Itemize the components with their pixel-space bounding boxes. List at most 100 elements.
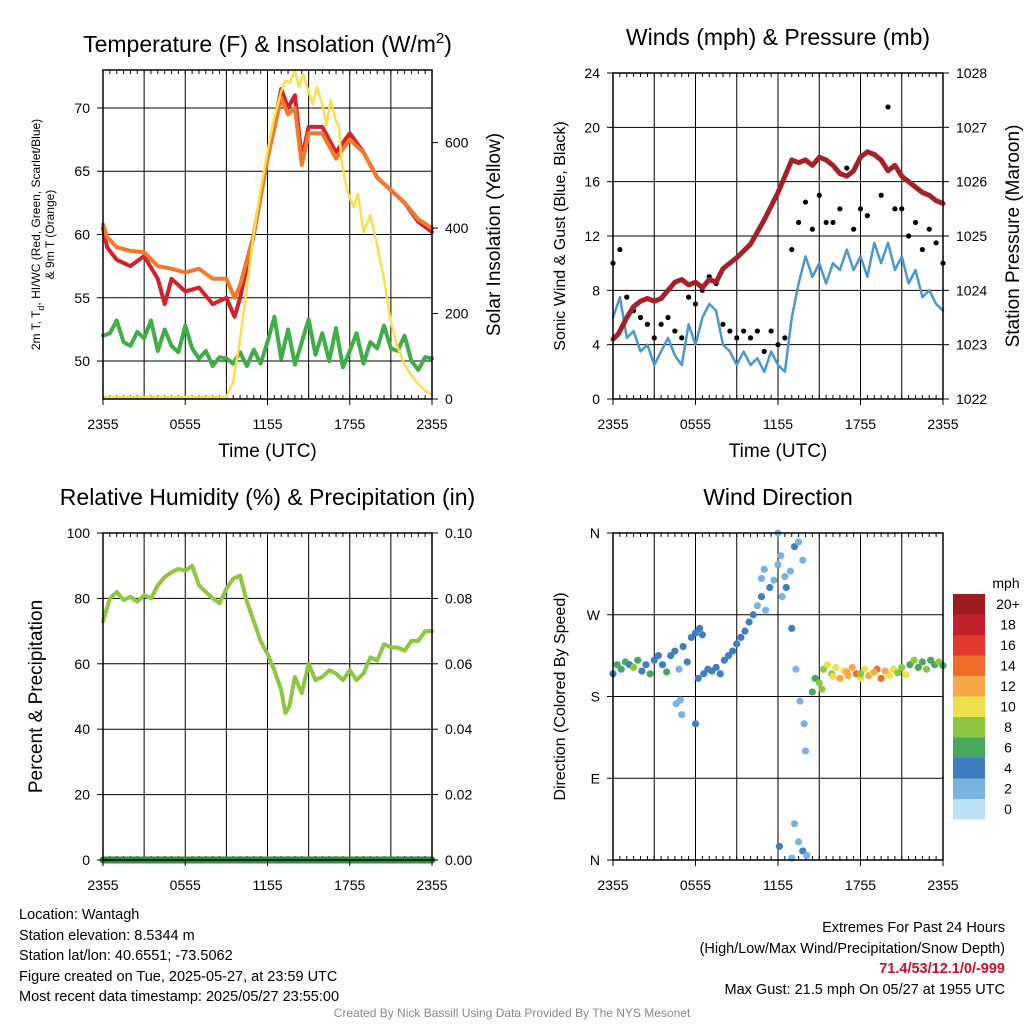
y-tick-label: 50 — [74, 353, 90, 369]
gust-point — [933, 240, 939, 246]
direction-point — [808, 688, 816, 696]
y-tick-label: E — [591, 770, 600, 786]
gust-point — [624, 294, 630, 300]
y-right-tick-label: 1022 — [956, 391, 987, 407]
gust-point — [851, 226, 857, 232]
gust-point — [809, 226, 815, 232]
station-elevation: Station elevation: 8.5344 m — [19, 927, 195, 944]
series-line-station-pressure — [610, 149, 946, 342]
gust-point — [796, 219, 802, 226]
gust-point — [878, 192, 884, 198]
gust-point — [782, 335, 788, 341]
colorbar-swatch — [953, 635, 985, 656]
y-right-tick-label: 1027 — [956, 119, 987, 135]
y-tick-label: 20 — [584, 119, 600, 135]
series-line-sonic-wind — [611, 241, 945, 374]
chart-title: Winds (mph) & Pressure (mb) — [626, 24, 930, 50]
direction-point — [617, 665, 625, 673]
colorbar-label: 4 — [1004, 760, 1012, 776]
y-tick-label: 0 — [82, 852, 90, 868]
y-tick-label: 20 — [74, 787, 90, 803]
direction-point — [815, 679, 823, 687]
direction-point — [760, 565, 768, 573]
y-right-tick-label: 1024 — [956, 282, 987, 298]
gust-point — [692, 301, 699, 307]
y-axis-label: Sonic Wind & Gust (Blue, Black) — [552, 121, 569, 350]
colorbar-swatch — [953, 655, 985, 676]
direction-point — [775, 842, 783, 850]
direction-point — [654, 652, 662, 660]
direction-point — [694, 674, 702, 682]
gust-point — [844, 165, 850, 171]
y-tick-label: N — [590, 525, 600, 541]
direction-point — [733, 640, 741, 648]
rh-chart: 2355 0555 1155 1755 2355 0 20 40 60 80 100 0.00 0.02… — [26, 484, 475, 893]
y-right-tick-label: 0.08 — [445, 590, 472, 606]
direction-point — [799, 556, 807, 564]
x-tick-label: 2355 — [597, 416, 628, 432]
colorbar-label: 10 — [1000, 699, 1016, 715]
series-line-2m-td — [101, 314, 434, 372]
y-right-tick-label: 0.04 — [445, 721, 472, 737]
y-axis-label: 2m T, Td, HI/WC (Red, Green, Scarlet/Blu… — [29, 119, 46, 350]
figure-created: Figure created on Tue, 2025-05-27, at 23… — [19, 968, 338, 985]
gust-point — [919, 246, 925, 253]
direction-point — [800, 720, 808, 728]
colorbar-swatch — [953, 799, 985, 820]
direction-point — [753, 602, 761, 610]
colorbar-swatch — [953, 676, 985, 697]
direction-point — [676, 696, 684, 704]
y-right-axis-label: Station Pressure (Maroon) — [1003, 125, 1024, 348]
direction-point — [749, 611, 757, 619]
gust-point — [816, 192, 822, 198]
gust-point — [617, 246, 623, 253]
colorbar-label: 12 — [1000, 678, 1016, 694]
direction-point — [696, 624, 704, 632]
y-tick-label: 16 — [584, 174, 600, 190]
y-tick-label: 40 — [74, 721, 90, 737]
direction-point — [642, 661, 650, 669]
gust-point — [775, 342, 781, 348]
direction-point — [646, 670, 654, 678]
y-tick-label: 55 — [74, 290, 90, 306]
y-right-tick-label: 200 — [445, 306, 469, 322]
direction-point — [766, 583, 774, 592]
dir-chart: 2355 0555 1155 1755 2355 N E S W N Wind Direction D… — [552, 484, 1020, 893]
colorbar-label: 16 — [1000, 637, 1016, 653]
gust-point — [864, 213, 870, 219]
gust-point — [720, 321, 726, 327]
station-latlon: Station lat/lon: 40.6551; -73.5062 — [19, 948, 233, 964]
gust-point — [823, 219, 829, 226]
x-tick-label: 2355 — [927, 877, 958, 893]
direction-point — [782, 583, 790, 592]
direction-point — [778, 592, 786, 601]
chart-title: Wind Direction — [703, 484, 853, 510]
x-tick-label: 2355 — [927, 416, 958, 432]
direction-point — [829, 672, 837, 681]
gust-point — [747, 335, 754, 341]
max-gust: Max Gust: 21.5 mph On 05/27 at 1955 UTC — [724, 981, 1005, 998]
series-line-9m-t — [101, 95, 434, 300]
colorbar-label: 14 — [1000, 658, 1016, 674]
y-tick-label: 65 — [74, 163, 90, 179]
chart-title: Temperature (F) & Insolation (W/m2) — [83, 30, 452, 57]
direction-point — [762, 606, 770, 614]
gust-point — [761, 348, 767, 355]
gust-point — [651, 335, 657, 341]
y-tick-label: 12 — [584, 228, 600, 244]
gust-point — [658, 321, 664, 327]
x-axis-label: Time (UTC) — [729, 441, 828, 462]
direction-point — [843, 668, 851, 676]
y-right-tick-label: 1026 — [956, 174, 987, 190]
gust-point — [837, 206, 843, 212]
direction-point — [757, 592, 766, 601]
gust-point — [754, 328, 760, 334]
gust-point — [686, 294, 692, 300]
y-axis-label-line2: & 9m T (Orange) — [43, 190, 57, 280]
x-tick-label: 1155 — [252, 416, 282, 432]
direction-point — [770, 576, 778, 584]
direction-point — [856, 670, 865, 678]
colorbar-label: 18 — [1000, 617, 1016, 633]
y-tick-label: 100 — [67, 525, 91, 541]
